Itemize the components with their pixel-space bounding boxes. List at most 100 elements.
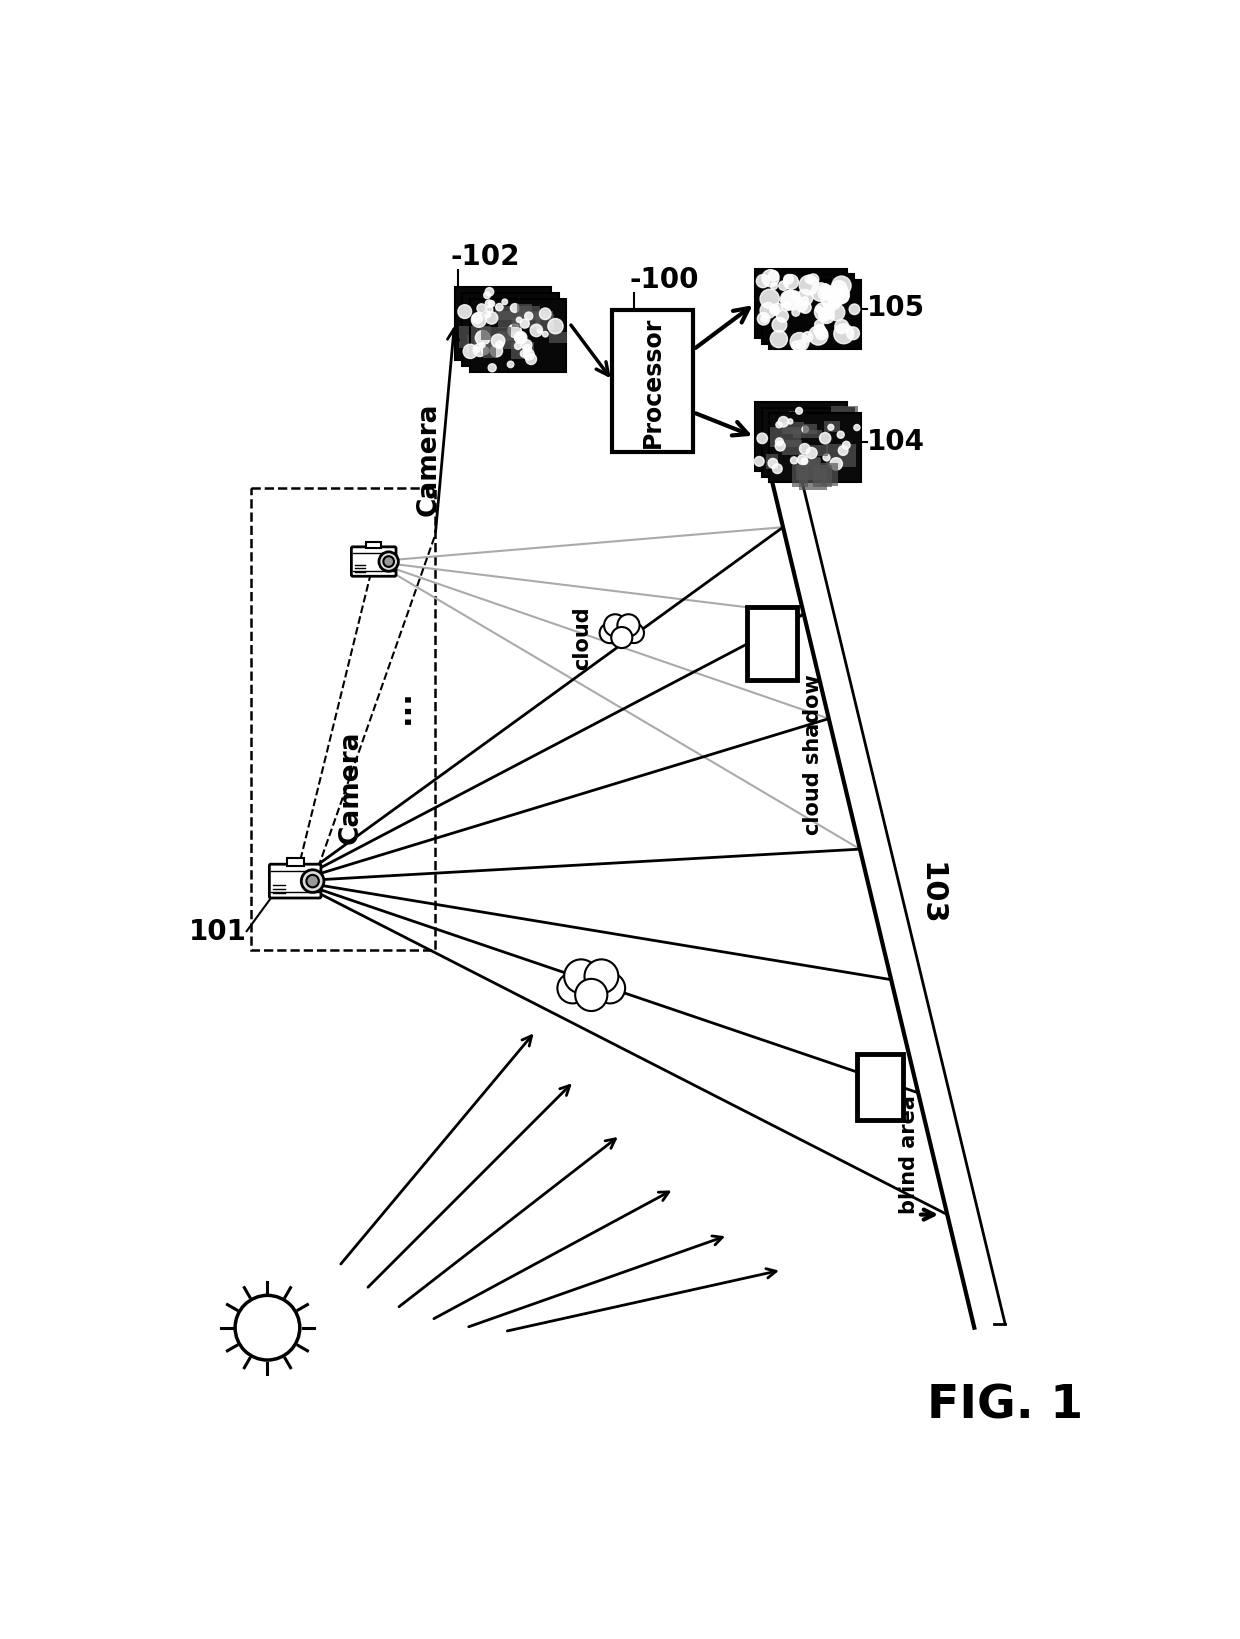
Circle shape [849,305,859,315]
Text: Camera: Camera [417,403,441,516]
Circle shape [496,305,503,311]
Circle shape [780,292,800,310]
Circle shape [383,557,394,567]
Text: -100: -100 [630,266,699,293]
Circle shape [477,305,486,313]
Bar [799,470,827,492]
Bar [489,328,501,349]
Bar [536,315,554,331]
Circle shape [842,443,851,449]
Bar [804,425,817,434]
FancyBboxPatch shape [269,865,321,898]
Circle shape [847,328,859,341]
Bar [818,438,835,446]
Circle shape [490,346,502,357]
Circle shape [790,333,808,352]
Circle shape [472,315,482,325]
Bar [823,421,839,433]
Circle shape [784,275,794,285]
Circle shape [797,290,813,306]
Text: cloud shadow: cloud shadow [804,674,823,834]
Circle shape [833,325,853,344]
Bar [498,331,523,343]
Circle shape [826,293,836,303]
Circle shape [496,341,503,349]
Circle shape [537,329,542,334]
Bar [534,320,553,341]
Circle shape [611,628,632,649]
Circle shape [773,318,787,333]
Circle shape [770,305,779,315]
Circle shape [306,875,319,888]
Circle shape [480,343,485,349]
Circle shape [838,446,848,456]
Bar [517,305,532,320]
Text: -102: -102 [450,243,521,270]
Bar [794,431,822,439]
Bar [495,306,521,321]
Circle shape [796,302,807,313]
Circle shape [486,306,492,313]
Circle shape [837,433,844,439]
Circle shape [800,444,810,454]
Circle shape [805,275,813,284]
Circle shape [779,282,789,292]
Circle shape [831,282,847,297]
Circle shape [797,456,807,465]
Circle shape [485,311,491,318]
Circle shape [604,615,626,638]
Bar [500,308,527,316]
Circle shape [609,618,635,644]
Bar [781,441,802,456]
Bar [455,287,551,361]
Circle shape [758,313,770,326]
Circle shape [828,425,833,431]
Bar [517,316,529,325]
Circle shape [564,960,598,993]
Circle shape [236,1295,300,1360]
Circle shape [502,300,507,305]
Circle shape [474,344,486,357]
Circle shape [464,346,477,359]
Bar [471,326,491,349]
Circle shape [811,284,830,302]
Bar [475,338,496,351]
Circle shape [475,347,480,352]
Circle shape [570,964,611,1003]
Circle shape [774,303,782,313]
Circle shape [531,325,543,338]
Bar [792,465,807,487]
Circle shape [833,298,842,306]
Circle shape [600,624,620,644]
Circle shape [792,343,800,349]
Circle shape [761,270,779,287]
Circle shape [756,275,770,288]
Bar [755,403,847,472]
Circle shape [831,285,849,305]
Circle shape [801,459,807,465]
Circle shape [521,351,527,357]
Circle shape [511,305,520,313]
Text: 103: 103 [916,862,946,924]
Circle shape [802,426,808,433]
Circle shape [781,302,791,311]
Bar [831,406,858,426]
Circle shape [815,303,833,321]
Circle shape [779,418,789,428]
Bar [761,275,854,344]
Circle shape [799,275,818,295]
Circle shape [818,308,835,325]
Circle shape [458,305,471,320]
Bar [761,408,854,477]
Bar [481,328,511,341]
Circle shape [828,305,844,321]
Circle shape [825,305,835,315]
Circle shape [471,313,486,328]
Bar [821,464,838,487]
Circle shape [770,284,777,290]
FancyBboxPatch shape [351,547,396,577]
Text: Camera: Camera [337,729,363,842]
Circle shape [760,303,776,320]
Bar [498,311,517,329]
Circle shape [816,306,822,313]
